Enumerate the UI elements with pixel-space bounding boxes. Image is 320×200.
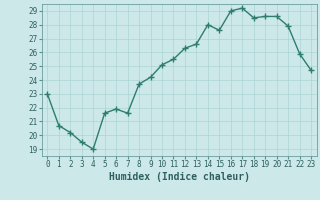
X-axis label: Humidex (Indice chaleur): Humidex (Indice chaleur): [109, 172, 250, 182]
